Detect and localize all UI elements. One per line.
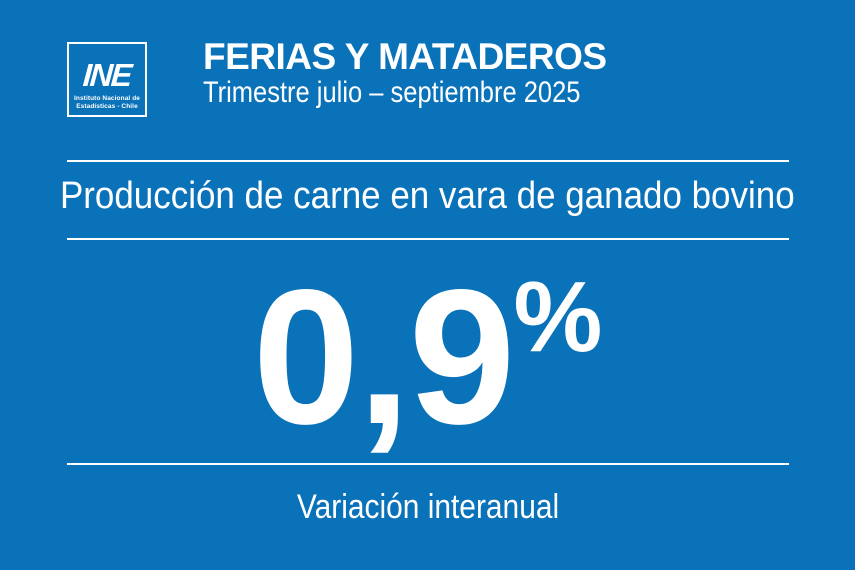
divider-top [67,160,789,162]
ine-logo-institution: Instituto Nacional de Estadísticas - Chi… [74,95,140,111]
indicator-label-row: Producción de carne en vara de ganado bo… [0,177,855,215]
ine-logo-institution-line2: Estadísticas - Chile [76,103,138,111]
indicator-label: Producción de carne en vara de ganado bo… [60,175,795,217]
percent-sign: % [513,261,603,373]
ine-logo-mark: INE [82,57,132,94]
divider-bottom [67,463,789,465]
indicator-caption: Variación interanual [296,488,559,526]
value-number: 0,9 [252,249,516,464]
ine-logo-institution-line1: Instituto Nacional de [73,95,141,103]
ine-logo: INE Instituto Nacional de Estadísticas -… [67,42,147,117]
divider-middle [67,238,789,240]
indicator-value: 0,9% [0,261,855,453]
period-subtitle: Trimestre julio – septiembre 2025 [203,76,581,109]
indicator-caption-row: Variación interanual [0,490,855,524]
page-title: FERIAS Y MATADEROS [203,36,607,77]
